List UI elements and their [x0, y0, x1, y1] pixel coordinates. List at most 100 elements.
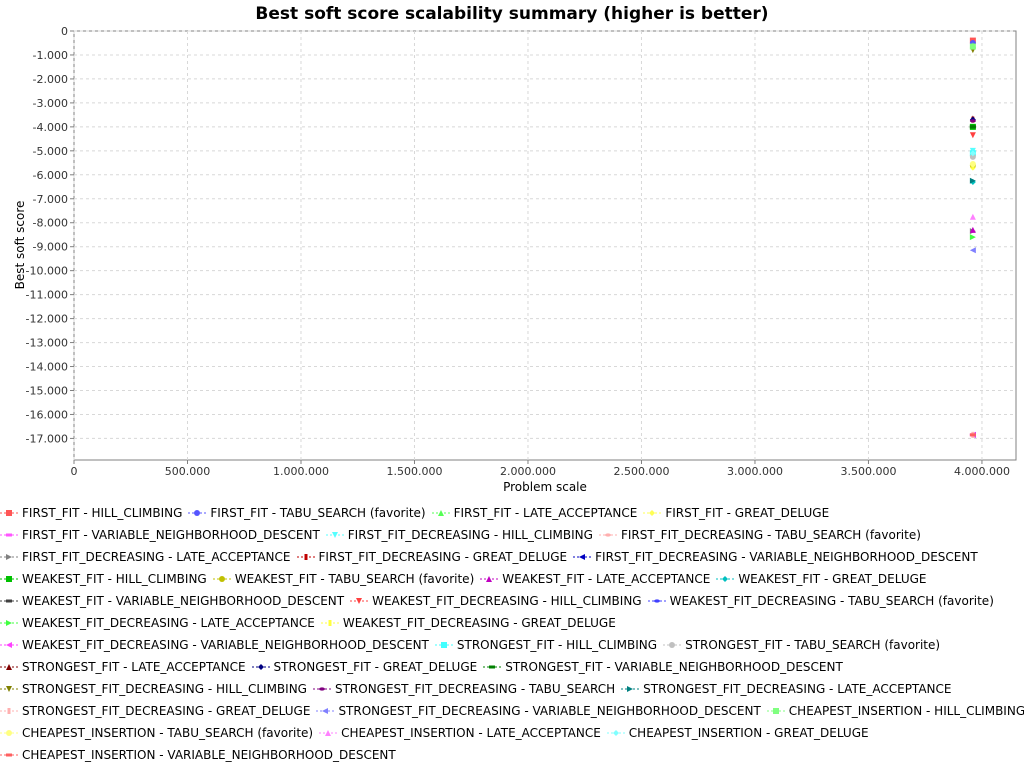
data-point	[969, 150, 976, 157]
legend-label: FIRST_FIT - LATE_ACCEPTANCE	[453, 506, 638, 520]
legend-label: CHEAPEST_INSERTION - VARIABLE_NEIGHBORHO…	[22, 748, 396, 762]
plot-area	[73, 30, 1017, 461]
legend-marker-icon	[251, 664, 270, 670]
legend-item: FIRST_FIT_DECREASING - TABU_SEARCH (favo…	[598, 524, 921, 546]
legend-item: CHEAPEST_INSERTION - LATE_ACCEPTANCE	[319, 722, 601, 744]
y-tick-label: -9.000	[33, 241, 68, 254]
y-tick-label: -10.000	[26, 265, 68, 278]
legend-row: FIRST_FIT_DECREASING - LATE_ACCEPTANCE FI…	[0, 546, 1024, 568]
legend-marker-icon	[0, 554, 18, 560]
x-tick-label: 4.000.000	[954, 465, 1010, 478]
legend-marker	[772, 708, 779, 714]
y-tick-label: -5.000	[33, 145, 68, 158]
legend-item: FIRST_FIT - TABU_SEARCH (favorite)	[188, 502, 426, 524]
legend-marker-icon	[663, 642, 682, 648]
legend-item: CHEAPEST_INSERTION - GREAT_DELUGE	[606, 722, 869, 744]
legend-marker-icon	[0, 533, 18, 537]
legend-item: FIRST_FIT_DECREASING - LATE_ACCEPTANCE	[0, 546, 291, 568]
y-tick-label: -17.000	[26, 432, 68, 445]
legend-item: FIRST_FIT_DECREASING - VARIABLE_NEIGHBOR…	[573, 546, 978, 568]
grid	[73, 30, 1016, 460]
legend-item: STRONGEST_FIT_DECREASING - TABU_SEARCH	[312, 678, 615, 700]
data-point	[969, 125, 976, 129]
legend-item: CHEAPEST_INSERTION - VARIABLE_NEIGHBORHO…	[0, 744, 396, 766]
legend-item: FIRST_FIT - VARIABLE_NEIGHBORHOOD_DESCEN…	[0, 524, 320, 546]
legend-item: STRONGEST_FIT_DECREASING - GREAT_DELUGE	[0, 700, 310, 722]
legend-marker-icon	[766, 708, 785, 714]
legend-item: STRONGEST_FIT - HILL_CLIMBING	[434, 634, 657, 656]
y-axis: 0 -1.000 -2.000 -3.000 -4.000 -5.000 -6.000 -7.…	[26, 25, 74, 445]
legend-item: STRONGEST_FIT_DECREASING - LATE_ACCEPTAN…	[621, 678, 951, 700]
x-tick-label: 2.500.000	[613, 465, 669, 478]
y-tick-label: -12.000	[26, 313, 68, 326]
legend-marker-icon	[434, 642, 453, 648]
legend-marker-icon	[621, 686, 640, 692]
legend-label: CHEAPEST_INSERTION - GREAT_DELUGE	[628, 726, 869, 740]
x-tick-label: 0	[71, 465, 78, 478]
legend-label: FIRST_FIT - HILL_CLIMBING	[22, 506, 183, 520]
legend-marker-icon	[483, 665, 502, 669]
legend-label: WEAKEST_FIT_DECREASING - GREAT_DELUGE	[342, 616, 616, 630]
legend-marker	[669, 642, 676, 648]
legend-item: WEAKEST_FIT - GREAT_DELUGE	[716, 568, 927, 590]
chart: Best soft score scalability summary (hig…	[13, 4, 1017, 494]
legend-label: FIRST_FIT_DECREASING - VARIABLE_NEIGHBOR…	[595, 550, 978, 564]
legend-label: STRONGEST_FIT - LATE_ACCEPTANCE	[22, 660, 246, 674]
legend-marker	[328, 620, 332, 626]
y-tick-label: -8.000	[33, 217, 68, 230]
legend-item: WEAKEST_FIT - LATE_ACCEPTANCE	[480, 568, 710, 590]
legend-marker-icon	[0, 576, 18, 582]
legend-marker	[304, 554, 307, 560]
legend-label: FIRST_FIT_DECREASING - TABU_SEARCH (favo…	[620, 528, 921, 542]
legend-row: WEAKEST_FIT_DECREASING - LATE_ACCEPTANCE…	[0, 612, 1024, 634]
legend-marker	[627, 686, 634, 692]
legend-marker	[6, 510, 12, 516]
data-points	[969, 37, 976, 438]
legend-marker-icon	[0, 599, 18, 603]
legend-label: WEAKEST_FIT_DECREASING - LATE_ACCEPTANCE	[22, 616, 315, 630]
legend-label: FIRST_FIT - TABU_SEARCH (favorite)	[210, 506, 426, 520]
legend-label: FIRST_FIT_DECREASING - HILL_CLIMBING	[347, 528, 593, 542]
legend-label: CHEAPEST_INSERTION - HILL_CLIMBING	[788, 704, 1024, 718]
data-point	[969, 234, 976, 241]
legend-marker-icon	[0, 664, 18, 670]
legend-label: WEAKEST_FIT_DECREASING - HILL_CLIMBING	[372, 594, 642, 608]
legend-label: WEAKEST_FIT - GREAT_DELUGE	[738, 572, 927, 586]
legend-marker	[356, 598, 363, 604]
legend-marker-icon	[0, 730, 18, 736]
legend-row: WEAKEST_FIT_DECREASING - VARIABLE_NEIGHB…	[0, 634, 1024, 656]
data-point	[969, 226, 976, 233]
legend-marker-icon	[606, 730, 625, 736]
legend-label: CHEAPEST_INSERTION - LATE_ACCEPTANCE	[341, 726, 601, 740]
legend-label: CHEAPEST_INSERTION - TABU_SEARCH (favori…	[22, 726, 314, 740]
legend-label: STRONGEST_FIT_DECREASING - VARIABLE_NEIG…	[338, 704, 761, 718]
legend-label: WEAKEST_FIT_DECREASING - TABU_SEARCH (fa…	[669, 594, 994, 608]
x-tick-label: 2.000.000	[500, 465, 556, 478]
legend-marker	[722, 576, 729, 582]
y-tick-label: -3.000	[33, 97, 68, 110]
data-point	[969, 433, 976, 437]
legend-marker-icon	[212, 576, 231, 582]
legend-item: CHEAPEST_INSERTION - TABU_SEARCH (favori…	[0, 722, 313, 744]
legend-item: STRONGEST_FIT - GREAT_DELUGE	[251, 656, 477, 678]
legend-label: STRONGEST_FIT - TABU_SEARCH (favorite)	[685, 638, 941, 652]
legend-marker-icon	[480, 576, 499, 582]
legend-marker	[257, 664, 264, 670]
data-point	[969, 177, 976, 184]
legend-marker-icon	[643, 510, 662, 516]
data-point	[969, 247, 976, 254]
legend-label: WEAKEST_FIT - VARIABLE_NEIGHBORHOOD_DESC…	[22, 594, 345, 608]
legend-label: WEAKEST_FIT - TABU_SEARCH (favorite)	[234, 572, 475, 586]
legend-marker-icon	[0, 686, 18, 692]
legend-row: STRONGEST_FIT - LATE_ACCEPTANCE STRONGEST…	[0, 656, 1024, 678]
legend-marker	[194, 510, 201, 516]
legend-marker	[6, 576, 12, 582]
legend-row: FIRST_FIT - HILL_CLIMBING FIRST_FIT - TAB…	[0, 502, 1024, 524]
data-point	[969, 119, 976, 123]
legend-item: FIRST_FIT - HILL_CLIMBING	[0, 502, 182, 524]
legend-marker-icon	[316, 708, 335, 714]
legend-label: STRONGEST_FIT_DECREASING - HILL_CLIMBING	[22, 682, 307, 696]
legend-marker	[489, 665, 496, 669]
legend-marker-icon	[431, 510, 450, 516]
legend-item: STRONGEST_FIT - TABU_SEARCH (favorite)	[663, 634, 940, 656]
